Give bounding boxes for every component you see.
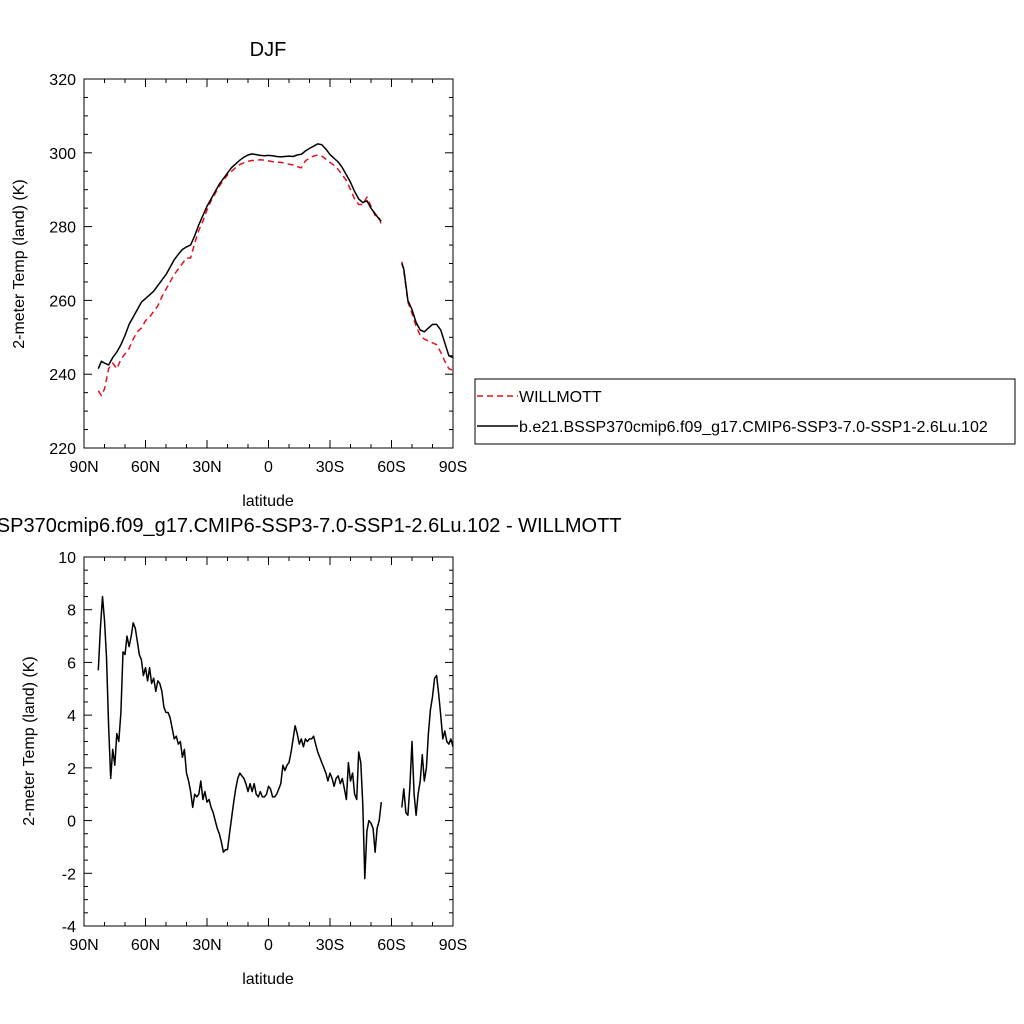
bottom-chart-x-tick-label: 90N bbox=[69, 937, 98, 954]
bottom-chart-frame bbox=[83, 556, 454, 927]
top-chart-x-tick-label: 0 bbox=[264, 459, 273, 476]
top-chart-y-axis-label: 2-meter Temp (land) (K) bbox=[11, 179, 28, 349]
bottom-chart-y-axis-label: 2-meter Temp (land) (K) bbox=[21, 656, 38, 826]
bottom-chart-y-tick-label: -4 bbox=[62, 919, 76, 936]
top-chart-x-tick-label: 30N bbox=[192, 459, 221, 476]
bottom-chart-y-tick-label: 2 bbox=[67, 761, 76, 778]
bottom-chart-title: b.e21.BSSP370cmip6.f09_g17.CMIP6-SSP3-7.… bbox=[0, 515, 622, 537]
bottom-chart-y-tick-label: 0 bbox=[67, 814, 76, 831]
top-chart-title: DJF bbox=[250, 39, 287, 61]
top-chart-y-tick-label: 300 bbox=[49, 146, 76, 163]
top-chart-y-tick-label: 220 bbox=[49, 441, 76, 458]
legend-box bbox=[474, 378, 1016, 445]
top-chart-y-tick-label: 320 bbox=[49, 72, 76, 89]
bottom-chart-x-tick-label: 90S bbox=[439, 937, 467, 954]
bottom-chart-x-axis-label: latitude bbox=[242, 971, 294, 988]
top-chart-x-tick-label: 60N bbox=[131, 459, 160, 476]
top-chart-panel: DJF 2-meter Temp (land) (K) latitude 90N… bbox=[11, 39, 467, 510]
legend: WILLMOTT b.e21.BSSP370cmip6.f09_g17.CMIP… bbox=[474, 378, 1016, 445]
bottom-chart-x-tick-label: 0 bbox=[264, 937, 273, 954]
bottom-chart-x-tick-label: 30S bbox=[316, 937, 344, 954]
top-chart-series-model-line bbox=[401, 263, 454, 359]
top-chart-x-tick-label: 90S bbox=[439, 459, 467, 476]
top-chart-x-tick-label: 90N bbox=[69, 459, 98, 476]
top-chart-series-willmott-line bbox=[97, 154, 383, 397]
bottom-chart-series-model-line bbox=[97, 595, 383, 880]
bottom-chart-x-tick-label: 60N bbox=[131, 937, 160, 954]
top-chart-series-willmott-line bbox=[401, 261, 454, 372]
bottom-chart-x-tick-label: 30N bbox=[192, 937, 221, 954]
top-chart-series-model-line bbox=[97, 143, 382, 369]
top-chart-y-tick-label: 260 bbox=[49, 293, 76, 310]
bottom-chart-series-model-line bbox=[401, 674, 454, 817]
bottom-chart-y-tick-label: 8 bbox=[67, 603, 76, 620]
legend-willmott-label: WILLMOTT bbox=[519, 389, 602, 406]
bottom-chart-y-tick-label: 4 bbox=[67, 708, 76, 725]
bottom-chart-panel: b.e21.BSSP370cmip6.f09_g17.CMIP6-SSP3-7.… bbox=[0, 515, 622, 988]
bottom-chart-y-tick-label: 6 bbox=[67, 655, 76, 672]
top-chart-y-tick-label: 280 bbox=[49, 220, 76, 237]
bottom-chart-x-tick-label: 60S bbox=[377, 937, 405, 954]
top-chart-frame bbox=[83, 78, 454, 449]
top-chart-y-tick-label: 240 bbox=[49, 367, 76, 384]
bottom-chart-y-tick-label: -2 bbox=[62, 866, 76, 883]
top-chart-x-axis-label: latitude bbox=[242, 493, 294, 510]
legend-model-label: b.e21.BSSP370cmip6.f09_g17.CMIP6-SSP3-7.… bbox=[519, 419, 988, 436]
bottom-chart-y-tick-label: 10 bbox=[58, 550, 76, 567]
top-chart-x-tick-label: 60S bbox=[377, 459, 405, 476]
top-chart-x-tick-label: 30S bbox=[316, 459, 344, 476]
